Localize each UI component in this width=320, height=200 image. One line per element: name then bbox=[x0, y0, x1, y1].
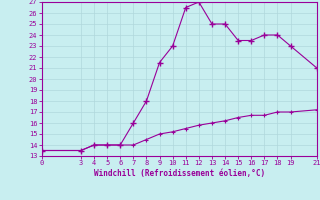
X-axis label: Windchill (Refroidissement éolien,°C): Windchill (Refroidissement éolien,°C) bbox=[94, 169, 265, 178]
